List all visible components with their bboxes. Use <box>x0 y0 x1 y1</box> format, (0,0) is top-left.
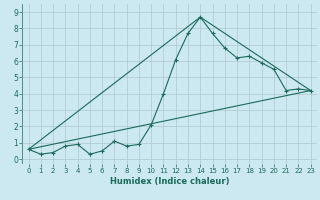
X-axis label: Humidex (Indice chaleur): Humidex (Indice chaleur) <box>110 177 229 186</box>
